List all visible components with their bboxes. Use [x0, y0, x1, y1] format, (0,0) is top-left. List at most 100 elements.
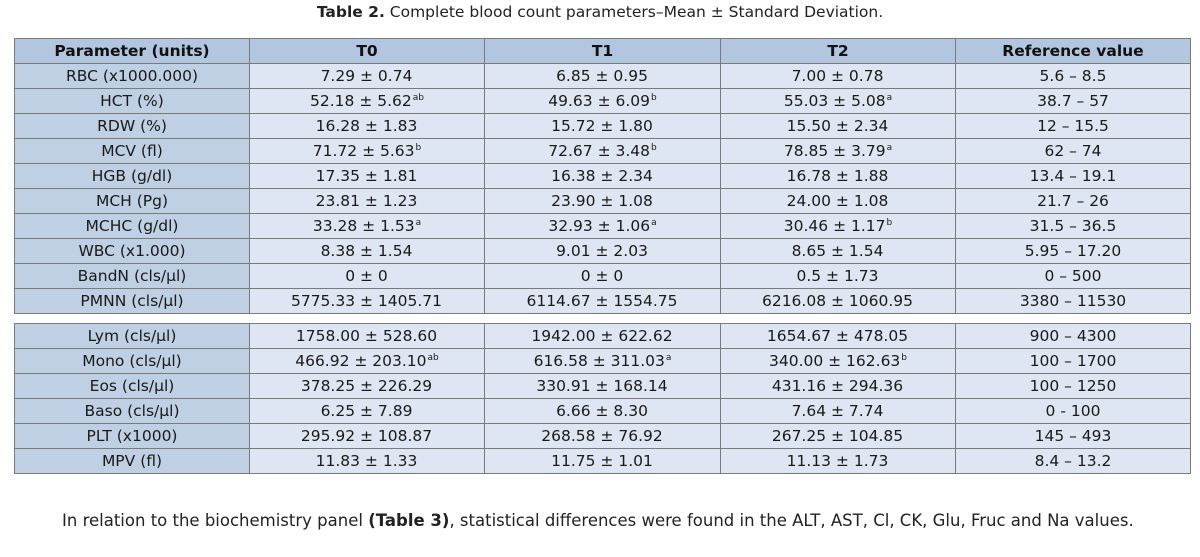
header-row: Parameter (units) T0 T1 T2 Reference val… — [14, 38, 1191, 64]
table-row: RBC (x1000.000) 7.29 ± 0.74 6.85 ± 0.95 7.0… — [14, 63, 1191, 89]
table-row: HGB (g/dl) 17.35 ± 1.81 16.38 ± 2.34 16.78 … — [14, 163, 1191, 189]
table-row: PMNN (cls/µl) 5775.33 ± 1405.71 6114.67 ± … — [14, 288, 1191, 314]
parameter-cell: MPV (fl) — [14, 448, 250, 474]
table-row: BandN (cls/µl) 0 ± 0 0 ± 0 0.5 ± 1.73 0 – 50… — [14, 263, 1191, 289]
value-text: 72.67 ± 3.48 — [548, 142, 650, 160]
header-reference: Reference value — [955, 38, 1191, 64]
value-cell-t0: 466.92 ± 203.10ab — [249, 348, 485, 374]
value-text: 5775.33 ± 1405.71 — [290, 292, 443, 310]
parameter-cell: RDW (%) — [14, 113, 250, 139]
value-cell-t2: 11.13 ± 1.73 — [720, 448, 956, 474]
reference-cell: 3380 – 11530 — [955, 288, 1191, 314]
parameter-cell: HCT (%) — [14, 88, 250, 114]
table-row: MCV (fl) 71.72 ± 5.63b 72.67 ± 3.48b 78.85 … — [14, 138, 1191, 164]
parameter-cell: Mono (cls/µl) — [14, 348, 250, 374]
parameter-cell: MCHC (g/dl) — [14, 213, 250, 239]
value-cell-t2: 6216.08 ± 1060.95 — [720, 288, 956, 314]
significance-superscript: ab — [412, 93, 424, 103]
value-text: 268.58 ± 76.92 — [541, 427, 663, 445]
value-cell-t2: 78.85 ± 3.79a — [720, 138, 956, 164]
significance-superscript: a — [886, 93, 893, 103]
value-cell-t1: 6.66 ± 8.30 — [484, 398, 721, 424]
value-text: 0 ± 0 — [580, 267, 624, 285]
value-text: 71.72 ± 5.63 — [312, 142, 415, 160]
group-separator — [14, 313, 1191, 324]
table-row: Mono (cls/µl) 466.92 ± 203.10ab 616.58 ± 3… — [14, 348, 1191, 374]
value-text: 55.03 ± 5.08 — [783, 92, 886, 110]
value-cell-t2: 16.78 ± 1.88 — [720, 163, 956, 189]
value-cell-t0: 7.29 ± 0.74 — [249, 63, 485, 89]
significance-superscript: a — [415, 218, 422, 228]
parameter-cell: MCH (Pg) — [14, 188, 250, 214]
value-cell-t1: 330.91 ± 168.14 — [484, 373, 721, 399]
reference-cell: 900 – 4300 — [955, 323, 1191, 349]
header-t2: T2 — [720, 38, 956, 64]
value-text: 15.72 ± 1.80 — [551, 117, 653, 135]
value-cell-t1: 9.01 ± 2.03 — [484, 238, 721, 264]
value-cell-t0: 16.28 ± 1.83 — [249, 113, 485, 139]
value-cell-t1: 268.58 ± 76.92 — [484, 423, 721, 449]
value-text: 295.92 ± 108.87 — [300, 427, 433, 445]
value-cell-t0: 378.25 ± 226.29 — [249, 373, 485, 399]
value-cell-t2: 267.25 ± 104.85 — [720, 423, 956, 449]
value-cell-t2: 7.64 ± 7.74 — [720, 398, 956, 424]
value-cell-t0: 11.83 ± 1.33 — [249, 448, 485, 474]
value-cell-t0: 23.81 ± 1.23 — [249, 188, 485, 214]
value-text: 378.25 ± 226.29 — [300, 377, 433, 395]
value-text: 16.28 ± 1.83 — [315, 117, 418, 135]
table-row: Lym (cls/µl) 1758.00 ± 528.60 1942.00 ± 62… — [14, 323, 1191, 349]
value-text: 330.91 ± 168.14 — [536, 377, 668, 395]
value-text: 6216.08 ± 1060.95 — [761, 292, 914, 310]
significance-superscript: b — [901, 353, 908, 363]
value-cell-t1: 6.85 ± 0.95 — [484, 63, 721, 89]
value-cell-t0: 5775.33 ± 1405.71 — [249, 288, 485, 314]
value-text: 33.28 ± 1.53 — [312, 217, 415, 235]
value-text: 616.58 ± 311.03 — [533, 352, 665, 370]
value-cell-t1: 32.93 ± 1.06a — [484, 213, 721, 239]
value-text: 11.75 ± 1.01 — [551, 452, 653, 470]
paragraph-lead: In relation to the biochemistry panel — [62, 511, 369, 530]
value-text: 340.00 ± 162.63 — [768, 352, 901, 370]
reference-cell: 5.95 – 17.20 — [955, 238, 1191, 264]
value-cell-t1: 616.58 ± 311.03a — [484, 348, 721, 374]
value-text: 16.38 ± 2.34 — [551, 167, 653, 185]
value-text: 11.83 ± 1.33 — [315, 452, 418, 470]
value-text: 6.25 ± 7.89 — [320, 402, 413, 420]
value-cell-t2: 15.50 ± 2.34 — [720, 113, 956, 139]
value-text: 24.00 ± 1.08 — [786, 192, 889, 210]
value-text: 431.16 ± 294.36 — [771, 377, 904, 395]
reference-cell: 31.5 – 36.5 — [955, 213, 1191, 239]
value-text: 15.50 ± 2.34 — [786, 117, 889, 135]
value-cell-t2: 24.00 ± 1.08 — [720, 188, 956, 214]
parameter-cell: RBC (x1000.000) — [14, 63, 250, 89]
table-row: Eos (cls/µl) 378.25 ± 226.29 330.91 ± 168.… — [14, 373, 1191, 399]
value-text: 16.78 ± 1.88 — [786, 167, 889, 185]
reference-cell: 145 – 493 — [955, 423, 1191, 449]
reference-cell: 21.7 – 26 — [955, 188, 1191, 214]
parameter-cell: HGB (g/dl) — [14, 163, 250, 189]
value-text: 7.64 ± 7.74 — [791, 402, 884, 420]
parameter-cell: BandN (cls/µl) — [14, 263, 250, 289]
header-parameter: Parameter (units) — [14, 38, 250, 64]
value-text: 49.63 ± 6.09 — [548, 92, 650, 110]
value-cell-t0: 17.35 ± 1.81 — [249, 163, 485, 189]
value-cell-t2: 431.16 ± 294.36 — [720, 373, 956, 399]
value-text: 1942.00 ± 622.62 — [531, 327, 673, 345]
value-text: 23.81 ± 1.23 — [315, 192, 418, 210]
value-text: 30.46 ± 1.17 — [783, 217, 886, 235]
value-text: 6.85 ± 0.95 — [556, 67, 648, 85]
parameter-cell: MCV (fl) — [14, 138, 250, 164]
significance-superscript: b — [651, 93, 657, 103]
value-text: 466.92 ± 203.10 — [295, 352, 427, 370]
body-paragraph: In relation to the biochemistry panel (T… — [14, 508, 1190, 534]
caption-text: Complete blood count parameters–Mean ± S… — [384, 3, 884, 21]
header-t1: T1 — [484, 38, 721, 64]
value-cell-t1: 72.67 ± 3.48b — [484, 138, 721, 164]
value-cell-t2: 55.03 ± 5.08a — [720, 88, 956, 114]
value-text: 6114.67 ± 1554.75 — [526, 292, 678, 310]
value-cell-t1: 49.63 ± 6.09b — [484, 88, 721, 114]
caption-label: Table 2. — [316, 3, 385, 21]
table-body: RBC (x1000.000) 7.29 ± 0.74 6.85 ± 0.95 7.0… — [14, 63, 1191, 474]
table-row: WBC (x1.000) 8.38 ± 1.54 9.01 ± 2.03 8.65 ±… — [14, 238, 1191, 264]
value-text: 1758.00 ± 528.60 — [295, 327, 438, 345]
